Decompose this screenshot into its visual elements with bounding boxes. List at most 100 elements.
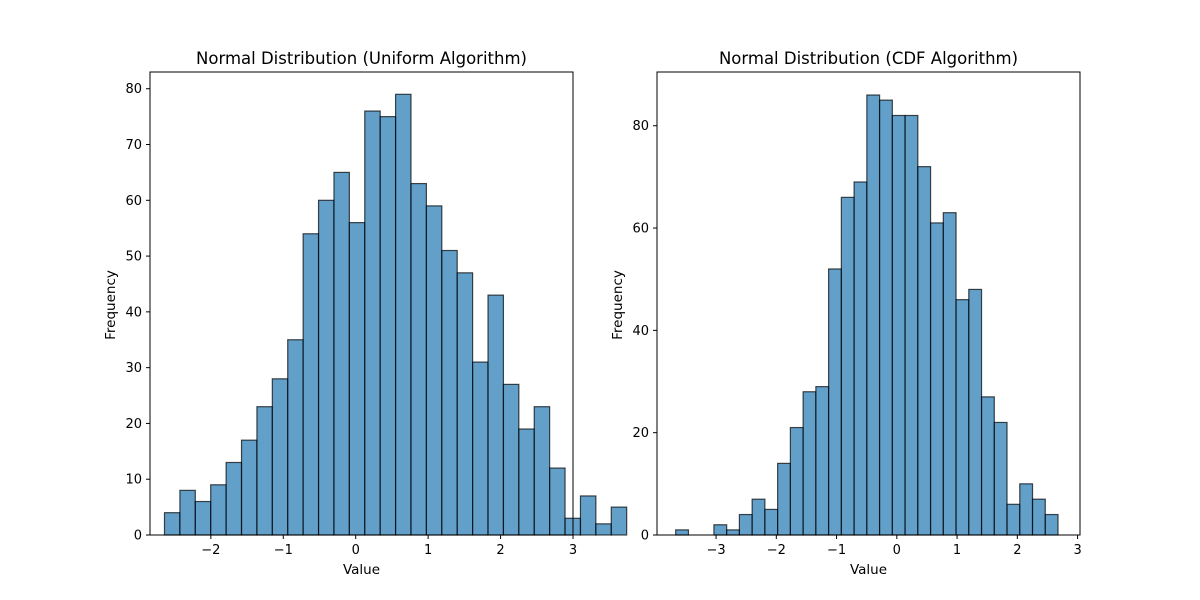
chart-title: Normal Distribution (CDF Algorithm) (719, 49, 1018, 68)
histogram-bar (853, 181, 868, 536)
histogram-bar (929, 222, 944, 536)
histogram-bar (866, 94, 881, 536)
histogram-bar (549, 467, 566, 536)
x-tick-label: 2 (496, 543, 504, 558)
plot-frame (656, 71, 1081, 536)
y-axis-label: Frequency (103, 270, 119, 340)
y-tick-label: 70 (125, 138, 142, 153)
histogram-bar (1006, 503, 1021, 536)
histogram-bar (518, 428, 535, 536)
x-tick-label: 1 (424, 543, 432, 558)
x-tick-label: −2 (767, 543, 786, 558)
histogram-bar (317, 199, 335, 536)
histogram-bar (1044, 513, 1059, 536)
histogram-bar (789, 426, 804, 536)
histogram-bar (828, 268, 842, 536)
histogram-bar (993, 421, 1008, 536)
y-tick-label: 20 (125, 417, 142, 432)
plot-frame (149, 71, 574, 536)
histogram-bar (815, 386, 830, 536)
histogram-bar (502, 383, 520, 536)
histogram-bar (302, 233, 320, 536)
x-ticks: −3 −2 −1 0 1 2 3 (706, 535, 1082, 558)
histogram-bar (777, 462, 791, 536)
y-tick-label: 80 (632, 119, 649, 134)
histogram-bar (980, 396, 995, 536)
histogram-bar (271, 378, 289, 536)
x-axis-label: Value (850, 562, 887, 578)
x-tick-label: 0 (352, 543, 360, 558)
y-tick-label: 80 (125, 82, 142, 97)
histogram-bar (713, 524, 728, 536)
y-tick-label: 60 (125, 194, 142, 209)
histogram-bar (364, 110, 381, 536)
y-tick-label: 20 (632, 426, 649, 441)
y-tick-label: 0 (134, 529, 142, 544)
histogram-bar (738, 513, 753, 536)
y-ticks: 0 20 40 60 80 (632, 119, 657, 544)
histogram-bar (472, 361, 489, 536)
histogram-bar (764, 508, 779, 536)
bar-group (163, 93, 628, 536)
histogram-bar (840, 196, 855, 536)
x-tick-label: 0 (893, 543, 901, 558)
histogram-bar (751, 498, 766, 536)
x-tick-label: 3 (1073, 543, 1081, 558)
chart-cdf-algorithm: Normal Distribution (CDF Algorithm) Valu… (610, 49, 1082, 578)
x-tick-label: −2 (201, 543, 220, 558)
histogram-bar (394, 93, 412, 536)
histogram-bar (942, 212, 957, 536)
histogram-bar (441, 249, 458, 536)
histogram-bar (240, 439, 258, 536)
chart-uniform-algorithm: Normal Distribution (Uniform Algorithm) … (103, 49, 628, 578)
histogram-bar (878, 99, 893, 536)
y-axis-label: Frequency (610, 270, 626, 340)
histogram-bar (379, 116, 397, 536)
histogram-bar (456, 272, 474, 536)
histogram-bar (610, 506, 628, 536)
y-tick-label: 40 (632, 324, 649, 339)
histogram-bar (726, 529, 741, 536)
histogram-bar (579, 495, 597, 536)
x-tick-label: −3 (706, 543, 725, 558)
histogram-bar (802, 391, 817, 536)
y-tick-label: 40 (125, 305, 142, 320)
histogram-bar (256, 406, 273, 536)
histogram-bar (675, 529, 690, 536)
x-tick-label: 1 (953, 543, 961, 558)
y-tick-label: 0 (641, 529, 649, 544)
histogram-bar (348, 222, 366, 536)
histogram-bar (1031, 498, 1046, 536)
x-ticks: −2 −1 0 1 2 3 (201, 535, 577, 558)
histogram-bar (179, 489, 196, 536)
x-tick-label: 3 (569, 543, 577, 558)
bar-group (675, 94, 1059, 536)
histogram-bar (595, 523, 612, 536)
x-tick-label: −1 (827, 543, 846, 558)
histogram-bar (333, 171, 350, 536)
y-tick-label: 50 (125, 250, 142, 265)
histogram-bar (163, 512, 181, 536)
histogram-bar (194, 500, 212, 536)
histogram-bar (287, 339, 304, 536)
y-tick-label: 10 (125, 473, 142, 488)
y-tick-label: 30 (125, 361, 142, 376)
histogram-bar (225, 461, 243, 536)
histogram-bar (210, 484, 227, 536)
x-axis-label: Value (343, 562, 380, 578)
histogram-bar (955, 299, 970, 536)
x-tick-label: 2 (1013, 543, 1021, 558)
y-ticks: 0 10 20 30 40 50 60 70 80 (125, 82, 150, 544)
y-tick-label: 60 (632, 222, 649, 237)
histogram-bar (410, 182, 427, 536)
histogram-bar (533, 406, 551, 536)
histogram-bar (425, 205, 443, 536)
histogram-bar (487, 294, 505, 536)
chart-title: Normal Distribution (Uniform Algorithm) (196, 49, 527, 68)
histogram-bar (891, 114, 906, 536)
histogram-bar (1019, 483, 1034, 536)
histogram-bar (904, 114, 919, 536)
histogram-bar (968, 288, 983, 536)
x-tick-label: −1 (274, 543, 293, 558)
